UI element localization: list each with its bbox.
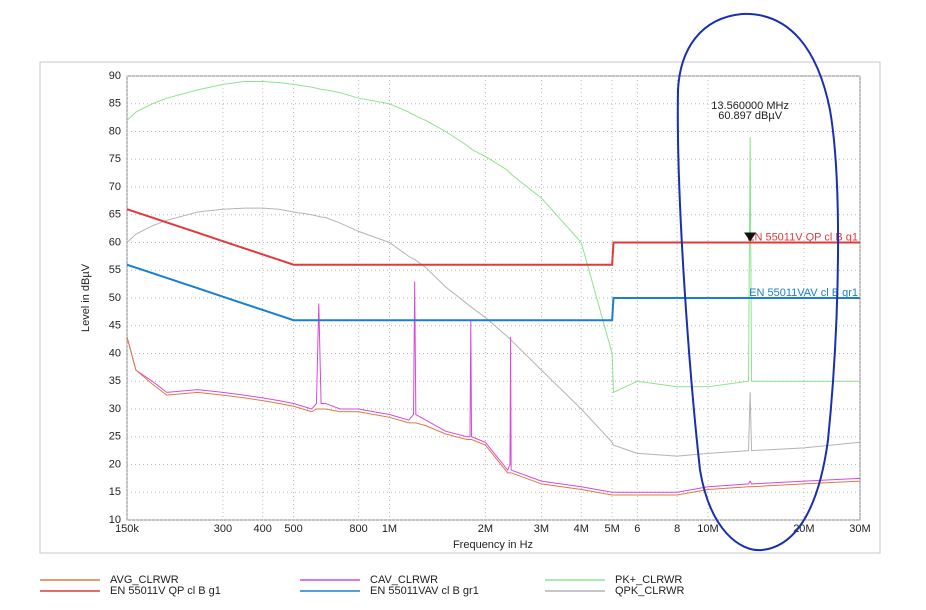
y-tick-label: 10 <box>109 514 121 526</box>
series-line <box>126 281 861 493</box>
y-tick-label: 75 <box>109 153 121 165</box>
x-tick-label: 400 <box>254 523 272 535</box>
y-axis-label: Level in dBµV <box>80 263 92 332</box>
series-line <box>126 263 860 322</box>
x-tick-label: 3M <box>534 523 549 535</box>
y-tick-label: 35 <box>109 375 121 387</box>
x-tick-label: 1M <box>382 523 397 535</box>
series-line <box>126 81 860 394</box>
y-tick-label: 40 <box>109 347 121 359</box>
y-tick-label: 70 <box>109 181 121 193</box>
y-tick-label: 60 <box>109 236 121 248</box>
legend-label: PK+_CLRWR <box>615 574 682 586</box>
x-tick-label: 4M <box>574 523 589 535</box>
marker-label: 60.897 dBµV <box>718 110 782 122</box>
legend-label: AVG_CLRWR <box>110 574 179 586</box>
x-axis-label: Frequency in Hz <box>453 539 533 551</box>
series-line <box>126 208 860 266</box>
x-tick-label: 300 <box>214 523 232 535</box>
x-tick-label: 5M <box>604 523 619 535</box>
y-tick-label: 85 <box>109 98 121 110</box>
y-tick-label: 25 <box>109 431 121 443</box>
x-tick-label: 20M <box>793 523 814 535</box>
legend-label: CAV_CLRWR <box>370 574 438 586</box>
series-line <box>126 336 861 496</box>
y-tick-label: 90 <box>109 70 121 82</box>
series-line <box>126 207 861 457</box>
x-tick-label: 500 <box>284 523 302 535</box>
y-tick-label: 50 <box>109 292 121 304</box>
y-tick-label: 55 <box>109 264 121 276</box>
y-tick-label: 45 <box>109 320 121 332</box>
x-tick-label: 10M <box>697 523 718 535</box>
x-tick-label: 6 <box>634 523 640 535</box>
x-tick-label: 800 <box>349 523 367 535</box>
legend-label: QPK_CLRWR <box>615 585 685 597</box>
y-tick-label: 30 <box>109 403 121 415</box>
y-tick-label: 20 <box>109 458 121 470</box>
limit-label: EN 55011VAV cl B gr1 <box>749 287 858 299</box>
x-tick-label: 150k <box>115 523 139 535</box>
y-tick-label: 65 <box>109 209 121 221</box>
limit-label: EN 55011V QP cl B g1 <box>747 231 858 243</box>
marker <box>744 232 757 242</box>
x-tick-label: 8 <box>674 523 680 535</box>
legend-label: EN 55011V QP cl B g1 <box>110 585 221 597</box>
x-tick-label: 30M <box>849 523 870 535</box>
x-tick-label: 2M <box>478 523 493 535</box>
frame <box>39 61 881 554</box>
marker-label: 13.560000 MHz <box>711 100 789 112</box>
plot-area: 10 15 20 25 30 35 40 45 50 55 60 65 70 75 80 85 90 150k 30… <box>109 70 871 535</box>
y-tick-label: 15 <box>109 486 121 498</box>
legend-label: EN 55011VAV cl B gr1 <box>370 585 479 597</box>
y-tick-label: 80 <box>109 125 121 137</box>
hand-drawn-ellipse <box>676 12 840 552</box>
